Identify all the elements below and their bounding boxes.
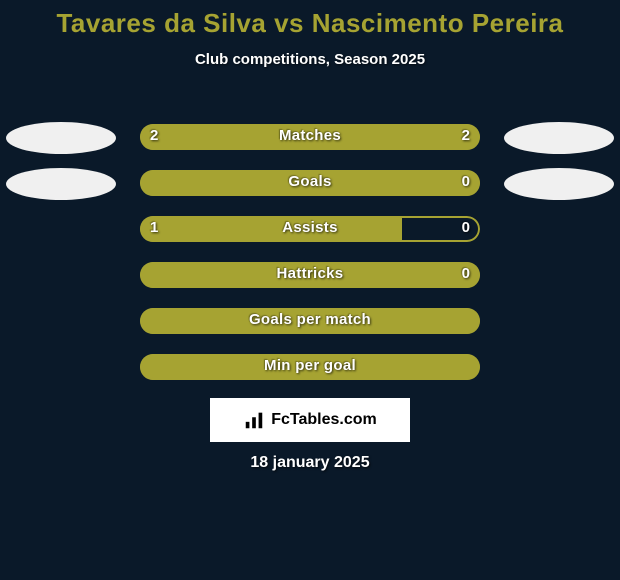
source-logo: FcTables.com <box>210 398 410 442</box>
stat-row: Assists1 0 <box>0 202 620 248</box>
stat-row: Goals0 <box>0 156 620 202</box>
bar-chart-icon <box>243 409 265 431</box>
date-label: 18 january 2025 <box>0 454 620 472</box>
stat-value-left: 2 <box>150 127 158 144</box>
stat-value-left: 1 <box>150 219 158 236</box>
stat-row: Hattricks0 <box>0 248 620 294</box>
stat-value-right: 0 <box>462 173 470 190</box>
stat-label: Goals <box>140 173 480 190</box>
player-left-name: Tavares da Silva <box>56 8 266 38</box>
stat-value-right: 2 <box>462 127 470 144</box>
stats-chart: Matches22Goals0Assists10Hattricks0Goals … <box>0 110 620 386</box>
player-left-avatar <box>6 168 116 200</box>
stat-label: Goals per match <box>140 311 480 328</box>
stat-bar-track: Goals per match <box>140 308 480 334</box>
stat-bar-track: Goals0 <box>140 170 480 196</box>
stat-value-right: 0 <box>462 265 470 282</box>
player-right-name: Nascimento Pereira <box>312 8 564 38</box>
player-left-avatar <box>6 122 116 154</box>
stat-label: Hattricks <box>140 265 480 282</box>
stat-label: Matches <box>140 127 480 144</box>
player-right-avatar <box>504 122 614 154</box>
stat-label: Min per goal <box>140 357 480 374</box>
stat-value-right: 0 <box>462 219 470 236</box>
subtitle: Club competitions, Season 2025 <box>0 51 620 68</box>
page-title: Tavares da Silva vs Nascimento Pereira <box>0 0 620 39</box>
stat-row: Goals per match <box>0 294 620 340</box>
logo-text: FcTables.com <box>271 411 377 429</box>
stat-bar-track: Matches2 2 <box>140 124 480 150</box>
stat-bar-track: Min per goal <box>140 354 480 380</box>
player-right-avatar <box>504 168 614 200</box>
stat-label: Assists <box>140 219 480 236</box>
stat-row: Min per goal <box>0 340 620 386</box>
stat-bar-track: Assists1 0 <box>140 216 480 242</box>
stat-row: Matches2 2 <box>0 110 620 156</box>
vs-separator: vs <box>266 8 311 38</box>
stat-bar-track: Hattricks0 <box>140 262 480 288</box>
comparison-infographic: Tavares da Silva vs Nascimento Pereira C… <box>0 0 620 580</box>
